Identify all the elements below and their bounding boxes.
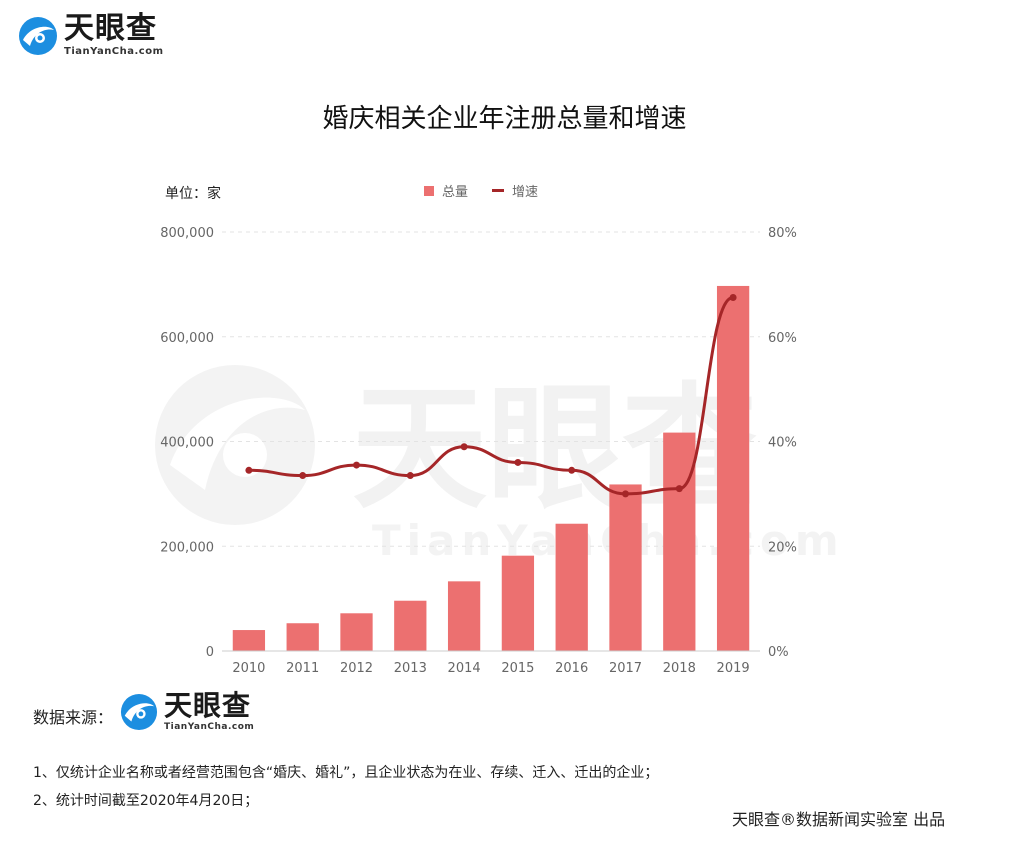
x-tick-label: 2011 (286, 661, 319, 676)
y-right-tick-label: 0% (768, 645, 789, 660)
line-point (729, 293, 737, 301)
line-series (245, 293, 737, 498)
credit-line: 天眼查®数据新闻实验室 出品 (732, 810, 946, 829)
brand-logo: 天眼查 TianYanCha.com (18, 14, 164, 57)
legend-label-bar: 总量 (442, 185, 469, 200)
x-tick-label: 2016 (555, 661, 588, 676)
legend-label-line: 增速 (512, 185, 539, 200)
x-tick-label: 2015 (501, 661, 534, 676)
bar (447, 581, 481, 651)
footnote-2: 2、统计时间截至2020年4月20日； (33, 793, 259, 809)
legend-swatch-line (492, 189, 505, 192)
y-left-tick-label: 400,000 (160, 436, 214, 451)
source-logo: 天眼查 TianYanCha.com (120, 692, 254, 732)
x-tick-label: 2013 (394, 661, 427, 676)
bar (286, 623, 319, 651)
brand-name-en: TianYanCha.com (64, 46, 164, 57)
axes: 0 0% 200,000 20% 400,000 40% 600,000 60% 800,000… (160, 226, 797, 676)
chart-legend: 总量 增速 (424, 181, 538, 200)
y-left-tick-label: 600,000 (160, 331, 214, 346)
brand-eye-icon (19, 16, 57, 55)
x-tick-label: 2012 (340, 661, 373, 676)
x-tick-label: 2019 (717, 661, 750, 676)
y-left-tick-label: 800,000 (160, 226, 214, 241)
bar (501, 555, 535, 651)
y-right-tick-label: 20% (768, 540, 797, 555)
footnote-1: 1、仅统计企业名称或者经营范围包含“婚庆、婚礼”，且企业状态为在业、存续、迁入、… (33, 765, 659, 781)
x-tick-label: 2014 (448, 661, 481, 676)
unit-label: 单位：家 (165, 186, 221, 202)
bar (340, 613, 373, 651)
y-right-tick-label: 40% (768, 436, 797, 451)
line-point (675, 485, 683, 493)
combo-chart: 天眼查 TianYanCha.com 0 0%200,000 20%400,000 4… (155, 226, 845, 676)
bar (716, 285, 750, 651)
bar (232, 630, 266, 651)
line-point (406, 472, 414, 480)
bar (609, 484, 642, 651)
source-label: 数据来源： (33, 708, 114, 727)
source-brand-name-en: TianYanCha.com (164, 722, 255, 732)
y-right-tick-label: 80% (768, 226, 797, 241)
line-point (299, 472, 307, 480)
legend-swatch-bar (424, 185, 434, 196)
bar (555, 523, 588, 651)
source-eye-icon (120, 693, 158, 731)
line-point (568, 466, 576, 474)
x-tick-label: 2010 (232, 661, 265, 676)
bar-series (232, 285, 750, 651)
line-point (245, 466, 253, 474)
source-brand-name-cn: 天眼查 (164, 689, 252, 722)
line-point (514, 458, 522, 466)
y-left-tick-label: 0 (206, 645, 214, 660)
y-left-tick-label: 200,000 (160, 540, 214, 555)
x-tick-label: 2018 (663, 661, 696, 676)
chart-title: 婚庆相关企业年注册总量和增速 (322, 104, 687, 134)
line-point (460, 443, 468, 451)
brand-name-cn: 天眼查 (64, 11, 157, 46)
bar (394, 600, 427, 651)
bar (663, 432, 696, 651)
y-right-tick-label: 60% (768, 331, 797, 346)
line-point (622, 490, 629, 498)
line-point (353, 461, 360, 469)
x-tick-label: 2017 (609, 661, 642, 676)
watermark-brand-en: TianYanCha.com (372, 516, 845, 565)
